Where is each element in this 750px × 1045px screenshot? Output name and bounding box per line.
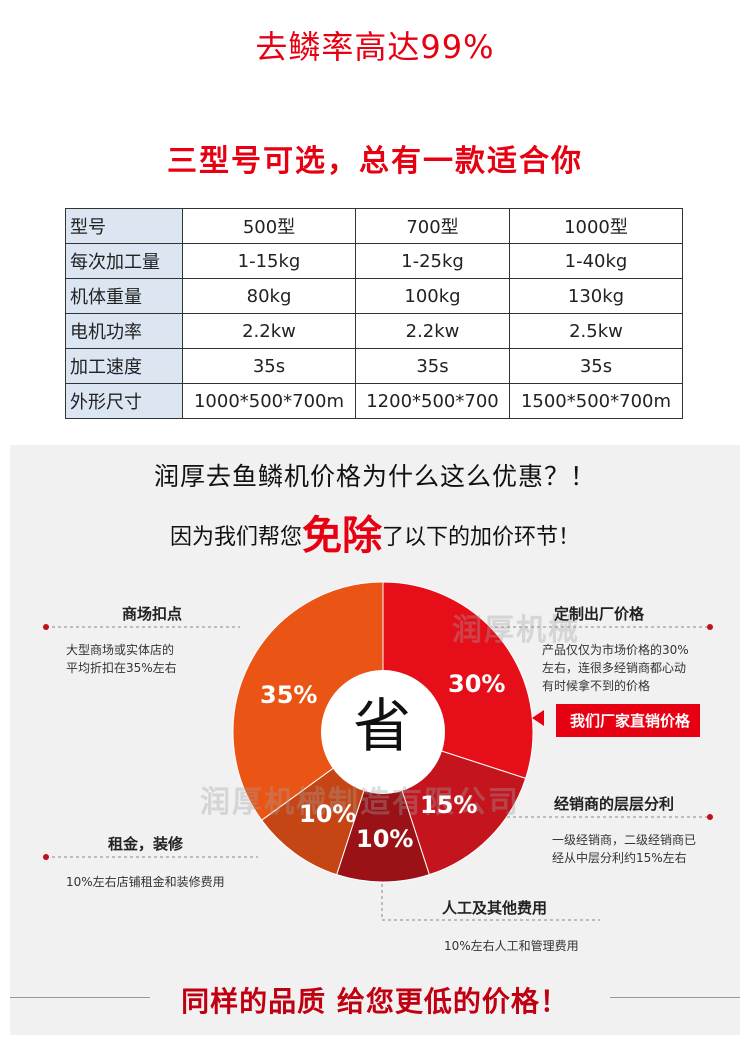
footer-divider-right	[610, 997, 740, 998]
section-title: 定制出厂价格	[554, 605, 645, 623]
section-desc: 大型商场或实体店的 平均折扣在35%左右	[66, 641, 177, 677]
row-label: 每次加工量	[65, 243, 183, 279]
table-cell: 1-15kg	[181, 243, 357, 279]
section-title: 经销商的层层分利	[554, 795, 675, 813]
center-label: 省	[352, 692, 411, 760]
table-cell: 1000*500*700m	[181, 383, 357, 419]
table-cell: 80kg	[181, 278, 357, 314]
desc-line: 平均折扣在35%左右	[66, 661, 177, 675]
pie-center-hole	[321, 670, 445, 794]
table-row: 每次加工量 1-15kg 1-25kg 1-40kg	[65, 243, 684, 279]
desc-line: 10%左右店铺租金和装修费用	[66, 875, 225, 889]
pie-slice	[336, 730, 430, 883]
tag-arrow-icon	[532, 710, 544, 726]
promo-heading: 润厚去鱼鳞机价格为什么这么优惠？！	[153, 462, 596, 491]
subheading-pre: 因为我们帮您	[169, 525, 302, 550]
section-desc: 10%左右人工和管理费用	[444, 937, 579, 955]
table-row: 外形尺寸 1000*500*700m 1200*500*700 1500*500…	[65, 383, 684, 419]
table-cell: 2.2kw	[181, 313, 357, 349]
slice-label: 10%	[299, 800, 357, 828]
row-label: 外形尺寸	[65, 383, 183, 419]
slice-label: 30%	[448, 670, 506, 698]
footer-divider-left	[10, 997, 150, 998]
table-header-cell: 500型	[181, 208, 357, 244]
section-desc: 产品仅仅为市场价格的30% 左右，连很多经销商都心动 有时候拿不到的价格	[542, 641, 689, 695]
table-cell: 35s	[181, 348, 357, 384]
table-cell: 100kg	[355, 278, 510, 314]
desc-line: 左右，连很多经销商都心动	[542, 661, 687, 675]
table-cell: 130kg	[508, 278, 684, 314]
table-header-cell: 型号	[65, 208, 183, 244]
spec-table: 型号 500型 700型 1000型 每次加工量 1-15kg 1-25kg 1…	[65, 208, 684, 419]
section-title: 人工及其他费用	[442, 899, 548, 917]
table-cell: 2.2kw	[355, 313, 510, 349]
table-cell: 1-40kg	[508, 243, 684, 279]
slice-label: 35%	[260, 681, 318, 709]
table-row: 加工速度 35s 35s 35s	[65, 348, 684, 384]
cost-pie-chart	[232, 581, 534, 883]
page-title: 去鳞率高达99%	[255, 28, 495, 66]
row-label: 电机功率	[65, 313, 183, 349]
direct-sale-tag: 我们厂家直销价格	[556, 704, 701, 737]
desc-line: 产品仅仅为市场价格的30%	[542, 643, 689, 657]
table-header-cell: 1000型	[508, 208, 684, 244]
footer-slogan: 同样的品质 给您更低的价格！	[181, 985, 569, 1018]
row-label: 机体重量	[65, 278, 183, 314]
pie-slice	[232, 581, 384, 821]
promo-panel: 润厚去鱼鳞机价格为什么这么优惠？！ 因为我们帮您免除了以下的加价环节！ 润厚机械…	[10, 445, 740, 1035]
table-header-cell: 700型	[355, 208, 510, 244]
connector-lines	[43, 624, 713, 921]
table-header-row: 型号 500型 700型 1000型	[65, 208, 684, 244]
slice-label: 10%	[356, 825, 414, 853]
section-title: 商场扣点	[122, 605, 183, 623]
table-row: 机体重量 80kg 100kg 130kg	[65, 278, 684, 314]
desc-line: 有时候拿不到的价格	[542, 679, 651, 693]
table-cell: 35s	[355, 348, 510, 384]
section-desc: 一级经销商，二级经销商已 经从中层分利约15%左右	[552, 831, 696, 867]
slice-label: 15%	[420, 791, 478, 819]
subheading-highlight: 免除	[302, 513, 382, 559]
section-desc: 10%左右店铺租金和装修费用	[66, 873, 225, 891]
table-cell: 1500*500*700m	[508, 383, 684, 419]
desc-line: 一级经销商，二级经销商已	[552, 833, 697, 847]
table-row: 电机功率 2.2kw 2.2kw 2.5kw	[65, 313, 684, 349]
desc-line: 经从中层分利约15%左右	[552, 851, 687, 865]
row-label: 加工速度	[65, 348, 183, 384]
desc-line: 大型商场或实体店的	[66, 643, 175, 657]
table-cell: 2.5kw	[508, 313, 684, 349]
watermark-small: 润厚机械	[452, 613, 580, 648]
table-cell: 1-25kg	[355, 243, 510, 279]
page-subtitle: 三型号可选，总有一款适合你	[167, 144, 583, 179]
promo-subheading: 因为我们帮您免除了以下的加价环节！	[10, 503, 740, 561]
watermark-large: 润厚机械制造有限公司	[200, 785, 520, 820]
table-cell: 35s	[508, 348, 684, 384]
desc-line: 10%左右人工和管理费用	[444, 939, 579, 953]
section-title: 租金，装修	[108, 835, 184, 853]
subheading-post: 了以下的加价环节！	[382, 525, 581, 550]
table-cell: 1200*500*700	[355, 383, 510, 419]
